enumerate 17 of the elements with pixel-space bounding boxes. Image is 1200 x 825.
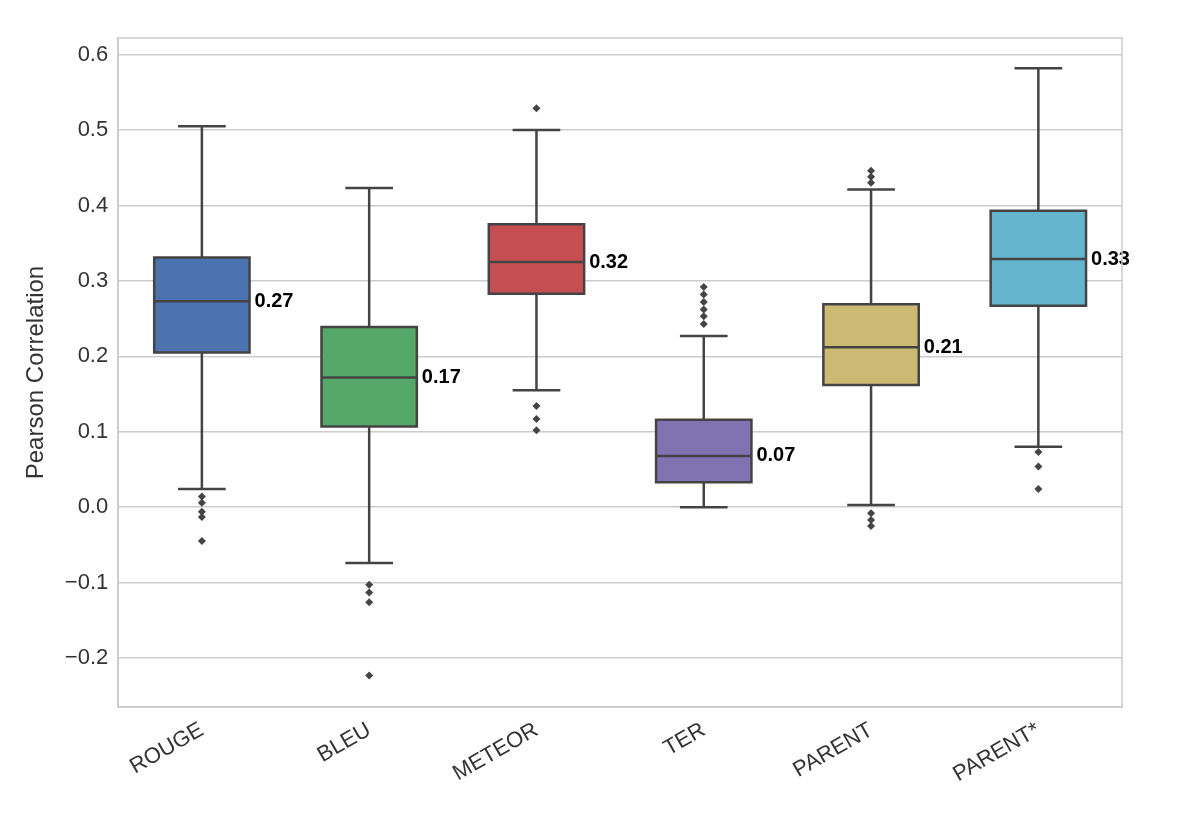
y-tick-label: 0.1 (77, 417, 109, 443)
annotation: 0.21 (923, 334, 963, 357)
annotation: 0.17 (421, 364, 461, 387)
y-tick-label: 0.0 (77, 493, 109, 519)
y-tick-label: 0.6 (77, 40, 109, 66)
annotation: 0.33 (1091, 246, 1130, 269)
annotation: 0.32 (589, 249, 629, 272)
y-tick-label: −0.1 (64, 568, 109, 594)
y-tick-label: 0.3 (77, 266, 109, 292)
y-tick-label: 0.5 (77, 116, 109, 142)
y-tick-label: 0.2 (77, 342, 109, 368)
annotation: 0.27 (254, 288, 294, 311)
y-tick-label: −0.2 (64, 644, 109, 670)
x-tick-label: TER (658, 716, 710, 761)
y-tick-label: 0.4 (77, 191, 109, 217)
y-axis-title: Pearson Correlation (21, 265, 49, 480)
annotation: 0.07 (756, 443, 796, 466)
